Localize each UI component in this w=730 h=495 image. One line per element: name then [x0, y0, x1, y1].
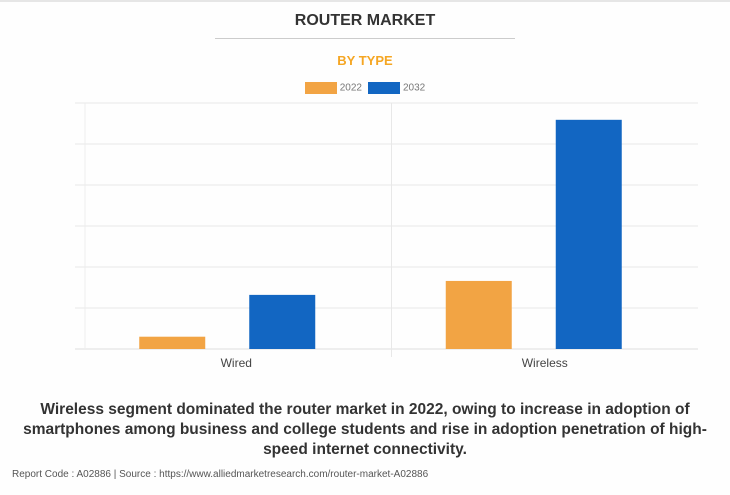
chart-subtitle: BY TYPE	[337, 53, 393, 68]
chart-caption: Wireless segment dominated the router ma…	[23, 401, 707, 458]
source-footer: Report Code : A02886 | Source : https://…	[12, 469, 429, 480]
bar-wired-2032	[249, 294, 316, 349]
legend-item-2022[interactable]: 2022	[304, 82, 362, 94]
legend-swatch-2032	[368, 82, 400, 94]
x-tick-label: Wired	[221, 356, 252, 370]
legend-label: 2022	[339, 82, 362, 94]
legend-label: 2032	[403, 82, 426, 94]
legend-swatch-2022	[304, 82, 337, 94]
chart-title: ROUTER MARKET	[294, 12, 436, 29]
legend-item-2032[interactable]: 2032	[368, 82, 425, 94]
x-tick-label: Wireless	[522, 356, 568, 370]
bar-wireless-2032	[555, 119, 622, 349]
title-divider	[215, 38, 515, 39]
bar-wired-2022	[139, 336, 206, 349]
bar-wireless-2022	[445, 280, 512, 349]
legend: 2022 2032	[0, 82, 730, 94]
